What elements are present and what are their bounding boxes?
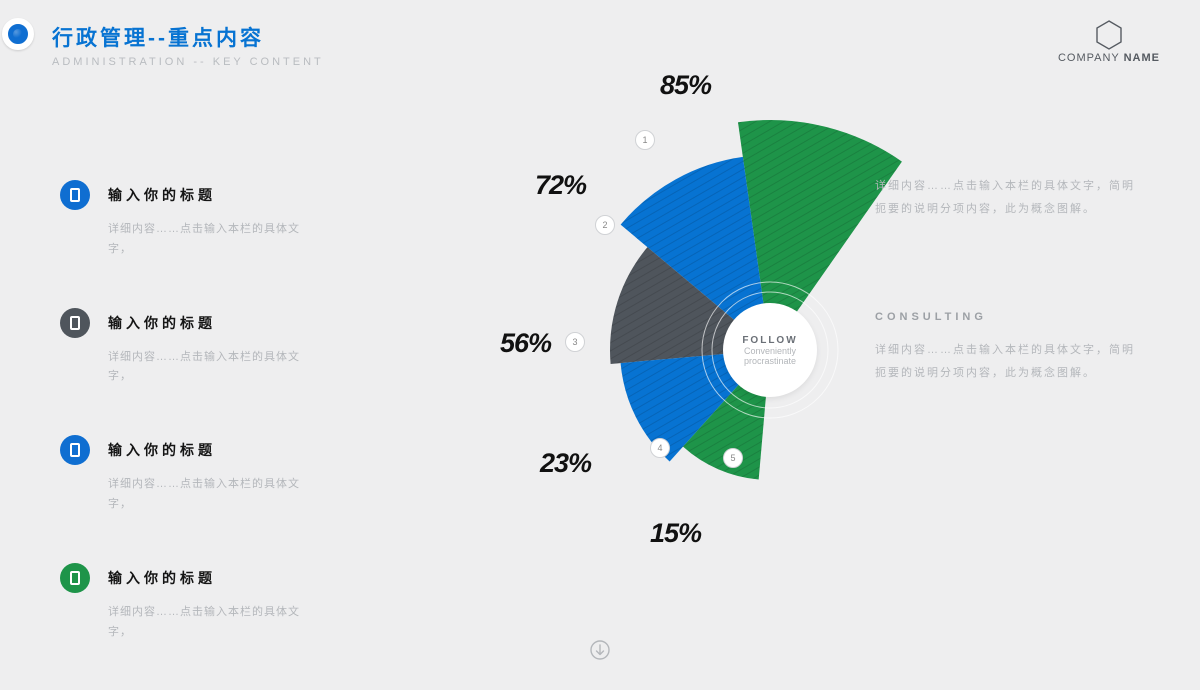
list-item: 输入你的标题 详细内容……点击输入本栏的具体文字， [60,435,320,515]
document-icon [70,571,80,585]
company-word: COMPANY [1058,52,1120,64]
center-sub2: procrastinate [744,356,796,366]
list-item-desc: 详细内容……点击输入本栏的具体文字， [108,475,320,515]
chart-pct-label: 85% [660,70,711,101]
document-icon [70,443,80,457]
list-item-desc: 详细内容……点击输入本栏的具体文字， [108,348,320,388]
list-item-label: 输入你的标题 [108,185,216,205]
right-block-2-desc: 详细内容……点击输入本栏的具体文字，简明扼要的说明分项内容，此为概念图解。 [875,339,1145,385]
chart-slice-number: 3 [565,332,585,352]
document-icon [70,316,80,330]
list-item-badge [60,435,90,465]
right-block-1-desc: 详细内容……点击输入本栏的具体文字，简明扼要的说明分项内容，此为概念图解。 [875,175,1145,221]
list-item: 输入你的标题 详细内容……点击输入本栏的具体文字， [60,563,320,643]
brand-name-word: NAME [1124,52,1160,64]
corner-dot-decoration [2,18,34,50]
right-block-1: 详细内容……点击输入本栏的具体文字，简明扼要的说明分项内容，此为概念图解。 [875,175,1145,221]
chart-slice-number: 1 [635,130,655,150]
list-item: 输入你的标题 详细内容……点击输入本栏的具体文字， [60,308,320,388]
list-item-badge [60,563,90,593]
list-item-label: 输入你的标题 [108,313,216,333]
list-item-desc: 详细内容……点击输入本栏的具体文字， [108,220,320,260]
page-subtitle: ADMINISTRATION -- KEY CONTENT [52,56,324,68]
list-item-badge [60,180,90,210]
list-item-label: 输入你的标题 [108,440,216,460]
right-column: 详细内容……点击输入本栏的具体文字，简明扼要的说明分项内容，此为概念图解。 CO… [875,175,1145,475]
right-block-2-heading: CONSULTING [875,311,1145,323]
chart-center: FOLLOW Conveniently procrastinate [723,303,817,397]
chart-slice-number: 4 [650,438,670,458]
chart-pct-label: 15% [650,518,701,549]
document-icon [70,188,80,202]
chart-pct-label: 56% [500,328,551,359]
list-item-label: 输入你的标题 [108,568,216,588]
page-header: 行政管理--重点内容 ADMINISTRATION -- KEY CONTENT [52,22,324,68]
page-title: 行政管理--重点内容 [52,22,324,52]
company-brand: COMPANY NAME [1058,20,1160,64]
right-block-2: CONSULTING 详细内容……点击输入本栏的具体文字，简明扼要的说明分项内容… [875,311,1145,385]
list-item-desc: 详细内容……点击输入本栏的具体文字， [108,603,320,643]
down-arrow-icon [589,639,611,666]
chart-pct-label: 72% [535,170,586,201]
hexagon-icon [1096,20,1122,50]
center-title: FOLLOW [742,335,797,346]
chart-slice-number: 2 [595,215,615,235]
list-item: 输入你的标题 详细内容……点击输入本栏的具体文字， [60,180,320,260]
left-list: 输入你的标题 详细内容……点击输入本栏的具体文字， 输入你的标题 详细内容……点… [60,180,320,690]
fan-chart: FOLLOW Conveniently procrastinate 85% 1 72%… [480,70,910,590]
chart-pct-label: 23% [540,448,591,479]
list-item-badge [60,308,90,338]
center-sub1: Conveniently [744,346,796,356]
chart-slice-number: 5 [723,448,743,468]
